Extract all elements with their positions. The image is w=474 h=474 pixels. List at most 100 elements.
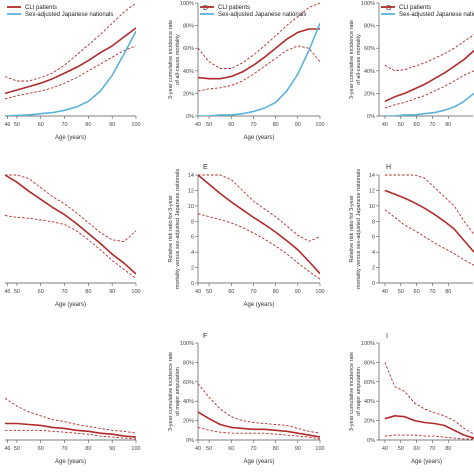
x-tick-label: 100 xyxy=(315,446,324,452)
x-tick-label: 46 xyxy=(4,289,10,295)
x-tick-label: 46 xyxy=(4,122,10,128)
x-tick-label: 100 xyxy=(315,122,324,128)
x-tick-label: 100 xyxy=(131,122,140,128)
y-axis-label: 3-year cumulative incidence rateof all-c… xyxy=(168,20,181,99)
plot-area xyxy=(198,2,320,116)
x-tick-label: 80 xyxy=(445,122,451,128)
y-axis-label-line: of all-cause mortality xyxy=(175,34,181,85)
y-axis-label: 3-year cumulative incidence rateof major… xyxy=(168,352,181,431)
ci-lower-line xyxy=(384,209,474,266)
y-axis-label-line: 3-year cumulative incidence rate xyxy=(349,20,355,99)
x-tick-label: 90 xyxy=(295,289,301,295)
cli-series-line xyxy=(5,422,136,438)
x-tick-label: 50 xyxy=(398,446,404,452)
x-tick-label: 60 xyxy=(414,289,420,295)
ci-upper-line xyxy=(198,383,320,434)
x-tick-label: 80 xyxy=(273,289,279,295)
x-tick-label: 60 xyxy=(228,289,234,295)
y-tick-label: 80% xyxy=(183,24,194,30)
x-tick-label: 60 xyxy=(38,446,44,452)
panel-label: F xyxy=(203,333,207,340)
panel-label: E xyxy=(203,164,208,171)
plot-area xyxy=(384,174,474,266)
x-tick-label: 40 xyxy=(382,289,388,295)
x-axis-label: Age (years) xyxy=(55,135,86,141)
x-tick-label: 90 xyxy=(109,122,115,128)
y-tick-label: 8 xyxy=(191,219,194,225)
y-tick-label: 100% xyxy=(361,1,375,7)
panel-d: 40 50 60 70 80 90 100 0% 20% 40% 60% 80% 100% Age (ye… xyxy=(168,1,325,141)
panel-f: 40 50 60 70 80 90 100 0% 20% 40% 60% 80% 100% Age (ye… xyxy=(168,333,325,465)
x-tick-label: 60 xyxy=(228,446,234,452)
cli-series-line xyxy=(384,414,474,439)
x-tick-label: 40 xyxy=(195,122,201,128)
x-tick-label: 50 xyxy=(14,122,20,128)
x-tick-label: 60 xyxy=(414,446,420,452)
y-tick-label: 20% xyxy=(183,419,194,425)
y-tick-label: 60% xyxy=(364,46,375,52)
y-tick-label: 2 xyxy=(372,266,375,272)
y-axis-label-line: of all-cause mortality xyxy=(356,34,362,85)
y-tick-label: 8 xyxy=(372,219,375,225)
y-tick-label: 40% xyxy=(183,399,194,405)
ci-lower-line xyxy=(5,45,136,100)
ci-upper-line xyxy=(5,174,136,243)
x-tick-label: 100 xyxy=(131,289,140,295)
x-tick-label: 70 xyxy=(250,122,256,128)
y-tick-label: 100% xyxy=(180,1,194,7)
ci-upper-line xyxy=(384,174,474,235)
plot-area xyxy=(384,362,474,440)
x-tick-label: 80 xyxy=(85,122,91,128)
x-tick-label: 90 xyxy=(295,446,301,452)
x-tick-label: 80 xyxy=(85,289,91,295)
y-tick-label: 12 xyxy=(369,188,375,194)
ci-lower-line xyxy=(5,215,136,279)
cli-series-line xyxy=(384,189,474,253)
x-tick-label: 80 xyxy=(445,289,451,295)
y-tick-label: 20% xyxy=(183,91,194,97)
x-tick-label: 50 xyxy=(398,122,404,128)
plot-area xyxy=(198,383,320,440)
y-axis-label-line: mortality versus sex-adjusted Japanese n… xyxy=(356,169,362,289)
y-axis-label-line: of major amputation xyxy=(175,367,181,416)
plot-area xyxy=(198,174,320,280)
y-tick-label: 0% xyxy=(367,114,375,120)
x-tick-label: 100 xyxy=(131,446,140,452)
y-axis-label: Relative risk ratio for 3-yearmortality … xyxy=(349,169,362,289)
ci-upper-line xyxy=(5,2,136,82)
y-tick-label: 60% xyxy=(183,380,194,386)
legend-label-ref: Sex-adjusted Japanese nationals xyxy=(399,12,474,18)
y-tick-label: 4 xyxy=(372,250,375,256)
panel-label: I xyxy=(386,333,388,340)
y-tick-label: 6 xyxy=(372,235,375,241)
y-axis-label: 3-year cumulative incidence rateof all-c… xyxy=(349,20,362,99)
y-tick-label: 14 xyxy=(369,173,375,179)
x-axis-label: Age (years) xyxy=(243,459,274,465)
x-axis-label: Age (years) xyxy=(243,302,274,308)
y-tick-label: 10 xyxy=(188,204,194,210)
panel-h: 40 50 60 70 80 0 2 4 6 8 10 12 14 Relative risk ratio… xyxy=(349,164,474,295)
cli-series-line xyxy=(198,174,320,275)
x-tick-label: 50 xyxy=(14,289,20,295)
panel-b: 46 50 60 70 80 90 100 Age (years) xyxy=(4,174,141,308)
y-tick-label: 0% xyxy=(186,438,194,444)
panel-c: 46 50 60 70 80 90 100 Age (years) xyxy=(4,397,141,465)
x-axis-label: Age (years) xyxy=(411,459,442,465)
x-axis-label: Age (years) xyxy=(243,135,274,141)
y-tick-label: 40% xyxy=(364,399,375,405)
x-tick-label: 50 xyxy=(206,122,212,128)
ci-lower-line xyxy=(198,426,320,440)
y-tick-label: 20% xyxy=(364,419,375,425)
x-tick-label: 40 xyxy=(195,446,201,452)
y-tick-label: 0% xyxy=(186,114,194,120)
cli-series-line xyxy=(5,27,136,95)
y-axis-label-line: Relative risk ratio for 3-year xyxy=(168,195,174,262)
y-tick-label: 80% xyxy=(364,24,375,30)
x-tick-label: 100 xyxy=(315,289,324,295)
legend-label-cli: CLI patients xyxy=(399,5,431,11)
legend-label-cli: CLI patients xyxy=(25,5,57,11)
plot-area xyxy=(5,174,136,279)
ci-lower-line xyxy=(198,45,320,92)
y-tick-label: 6 xyxy=(191,235,194,241)
